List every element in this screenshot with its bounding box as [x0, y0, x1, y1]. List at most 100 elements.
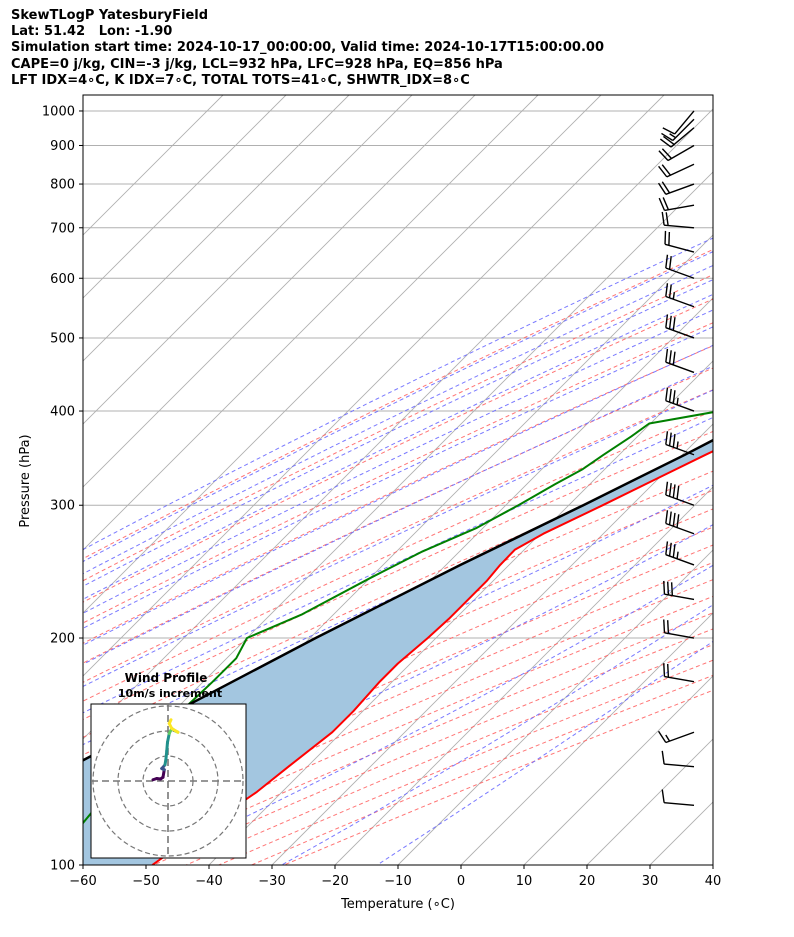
barb-feather: [668, 511, 672, 525]
isotherm-line: [776, 95, 794, 865]
moist-adiabat-line: [83, 309, 713, 614]
barb-half-feather: [665, 734, 671, 742]
x-axis: −60 −50 −40 −30 −20 −10 0 10 20 30 40: [69, 865, 721, 889]
wind-barbs: [657, 110, 695, 806]
x-axis-label: Temperature (∘C): [340, 897, 455, 912]
barb-feather: [672, 433, 676, 448]
barb-staff: [664, 243, 695, 253]
dry-adiabat-line: [83, 248, 713, 560]
barb-staff: [664, 204, 695, 212]
isotherm-line: [649, 801, 713, 865]
barb-feather: [661, 181, 671, 194]
barb-feather: [661, 164, 671, 176]
dry-adiabat-line: [83, 367, 713, 664]
moist-adiabat-line: [83, 279, 713, 587]
isotherm-line: [83, 95, 665, 677]
dry-adiabat-line: [83, 470, 713, 756]
dry-adiabat-line: [83, 489, 713, 773]
barb-feather: [657, 182, 667, 195]
moist-adiabat-line: [83, 484, 713, 785]
isotherm-line: [523, 675, 713, 865]
y-tick-label: 600: [50, 272, 75, 287]
moist-adiabat-line: [83, 524, 713, 834]
wind-barb: [659, 127, 695, 148]
barb-feather: [663, 580, 666, 595]
wind-barb: [658, 144, 695, 162]
barb-feather: [665, 510, 669, 524]
barb-staff: [665, 554, 695, 566]
x-tick-label: 0: [457, 874, 465, 889]
barb-staff: [667, 144, 695, 162]
barb-feather: [670, 582, 674, 596]
barb-feather: [668, 315, 672, 330]
y-axis: 100 200 300 400 500 600 700 800 900 1000: [42, 104, 83, 874]
barb-feather: [658, 197, 666, 211]
wind-barb: [665, 387, 695, 412]
moist-adiabat-line: [83, 293, 713, 600]
hodograph-title: Wind Profile: [125, 671, 208, 685]
barb-feather: [672, 544, 676, 558]
isotherm-line: [83, 95, 476, 488]
barb-staff: [664, 593, 695, 601]
dry-adiabat-line: [283, 689, 713, 865]
wind-barb: [665, 254, 695, 279]
mixing-ratio-line: [756, 95, 794, 278]
x-tick-label: 30: [642, 874, 659, 889]
y-tick-label: 300: [50, 499, 75, 514]
x-tick-label: 40: [705, 874, 722, 889]
barb-feather: [663, 619, 666, 633]
time-line: Simulation start time: 2024-10-17_00:00:…: [11, 40, 604, 56]
barb-feather: [668, 483, 672, 497]
hodograph-subtitle: 10m/s increment: [118, 687, 222, 700]
wind-barb: [665, 283, 695, 308]
barb-staff: [665, 443, 695, 456]
wind-barb: [661, 118, 695, 142]
barb-feather: [676, 485, 680, 500]
barb-staff: [665, 267, 695, 279]
isotherm-line: [83, 95, 539, 551]
barb-staff: [665, 522, 695, 535]
sounding-lines: [83, 411, 713, 865]
wind-barb: [657, 730, 695, 744]
barb-feather: [665, 431, 669, 445]
barb-feather: [661, 211, 665, 226]
barb-half-feather: [676, 441, 679, 449]
moist-adiabat-line: [281, 604, 713, 865]
y-tick-label: 200: [50, 632, 75, 647]
barb-feather: [668, 284, 672, 298]
chart-header: SkewTLogP YatesburyField Lat: 51.42 Lon:…: [11, 8, 604, 89]
moist-adiabat-line: [83, 416, 713, 714]
isotherm-line: [208, 360, 713, 865]
x-tick-label: 20: [579, 874, 596, 889]
hodograph-segment: [167, 718, 173, 725]
barb-feather: [663, 135, 675, 146]
barb-feather: [665, 387, 669, 401]
barb-feather: [668, 432, 672, 446]
barb-staff: [666, 163, 695, 178]
x-tick-label: 10: [516, 874, 533, 889]
x-tick-label: −10: [384, 874, 411, 889]
barb-feather: [672, 484, 676, 498]
y-axis-label: Pressure (hPa): [18, 434, 33, 527]
wind-barb: [658, 197, 695, 212]
barb-feather: [661, 148, 672, 159]
barb-half-feather: [676, 397, 679, 405]
parcel-line: [83, 438, 713, 762]
barb-feather: [663, 663, 666, 677]
isotherm-line: [334, 486, 713, 865]
barb-staff: [664, 675, 695, 683]
barb-staff: [664, 801, 695, 806]
barb-staff: [665, 731, 695, 744]
barb-staff: [665, 361, 695, 374]
barb-staff: [670, 127, 695, 148]
isotherm-line: [271, 423, 713, 865]
barb-feather: [665, 541, 669, 555]
barb-feather: [665, 314, 669, 328]
x-tick-label: −50: [132, 874, 159, 889]
barb-feather: [668, 542, 672, 557]
barb-feather: [661, 132, 674, 142]
barb-feather: [668, 388, 672, 403]
dry-adiabat-line: [83, 451, 713, 738]
isotherm-line: [83, 95, 413, 425]
